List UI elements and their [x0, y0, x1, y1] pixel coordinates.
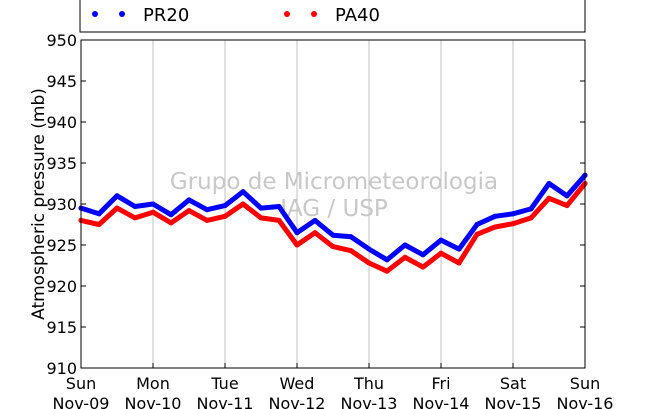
data-point [420, 252, 426, 258]
data-point [510, 221, 516, 227]
data-point [186, 197, 192, 203]
data-point [456, 260, 462, 266]
data-point [294, 230, 300, 236]
data-point [96, 222, 102, 227]
y-tick-label: 925 [46, 236, 77, 255]
data-point [330, 232, 336, 238]
x-tick-date: Nov-11 [197, 394, 254, 409]
legend-marker-pa40-a [284, 11, 290, 17]
legend-entry-pr20: PR20 [92, 5, 189, 26]
x-tick-day: Sat [500, 374, 526, 393]
y-tick-label: 930 [46, 195, 77, 214]
data-point [240, 189, 246, 195]
data-point [276, 217, 282, 223]
y-tick-label: 920 [46, 277, 77, 296]
data-point [384, 257, 390, 263]
data-point [348, 234, 354, 240]
y-tick-label: 945 [46, 72, 77, 91]
data-point [564, 203, 570, 209]
data-point [222, 213, 228, 219]
data-point [330, 244, 336, 250]
data-point [204, 207, 210, 213]
data-point [420, 264, 426, 270]
legend-marker-pa40-b [311, 11, 317, 17]
data-point [150, 209, 156, 215]
legend-label-pr20: PR20 [143, 5, 189, 26]
data-point [402, 254, 408, 260]
legend-label-pa40: PA40 [335, 5, 380, 26]
data-point [384, 268, 390, 274]
data-point [564, 193, 570, 199]
data-point [438, 250, 444, 256]
data-point [204, 217, 210, 223]
x-tick-day: Thu [353, 374, 384, 393]
x-tick-day: Sun [570, 374, 600, 393]
data-point [492, 213, 498, 219]
watermark-line-1: Grupo de Micrometeorologia [170, 169, 498, 195]
data-point [222, 203, 228, 209]
data-point [366, 246, 372, 252]
legend-marker-pr20-b [119, 11, 125, 17]
data-point [312, 230, 318, 236]
y-tick-label: 910 [46, 359, 77, 378]
data-point [150, 201, 156, 207]
y-tick-label: 950 [46, 31, 77, 50]
y-tick-label: 915 [46, 318, 77, 337]
data-point [294, 242, 300, 248]
y-tick-label: 940 [46, 113, 77, 132]
data-point [546, 181, 552, 186]
watermark: Grupo de Micrometeorologia IAG / USP [170, 169, 498, 222]
data-point [474, 231, 480, 237]
data-point [456, 246, 462, 252]
x-tick-date: Nov-15 [485, 394, 542, 409]
data-point [312, 217, 318, 223]
data-point [114, 205, 120, 211]
data-point [114, 193, 120, 199]
x-tick-day: Mon [136, 374, 170, 393]
data-point [492, 224, 498, 230]
y-axis: 910 915 920 925 930 935 940 945 950 [46, 31, 585, 378]
series-layer [78, 172, 588, 274]
data-point [258, 215, 264, 221]
x-tick-date: Nov-10 [125, 394, 182, 409]
x-tick-day: Sun [66, 374, 96, 393]
data-point [240, 201, 246, 207]
data-point [276, 204, 282, 209]
x-tick-date: Nov-16 [557, 394, 614, 409]
data-point [366, 260, 372, 266]
data-point [186, 208, 192, 214]
data-point [510, 211, 516, 217]
data-point [168, 212, 174, 218]
x-tick-day: Wed [280, 374, 315, 393]
data-point [402, 242, 408, 248]
data-point [474, 222, 480, 227]
x-tick-day: Fri [431, 374, 450, 393]
data-point [546, 195, 552, 201]
x-tick-date: Nov-13 [341, 394, 398, 409]
y-axis-label: Atmospheric pressure (mb) [29, 88, 49, 320]
x-tick-date: Nov-09 [53, 394, 110, 409]
legend-marker-pr20-a [92, 11, 98, 17]
x-tick-day: Tue [210, 374, 238, 393]
legend-entry-pa40: PA40 [284, 5, 380, 26]
x-tick-date: Nov-12 [269, 394, 326, 409]
series-pr20 [78, 172, 588, 263]
data-point [96, 211, 102, 217]
data-point [132, 204, 138, 209]
legend-box [79, 0, 586, 33]
x-axis: SunNov-09MonNov-10TueNov-11WedNov-12ThuN… [53, 363, 614, 409]
data-point [348, 248, 354, 254]
data-point [438, 237, 444, 243]
series-pa40 [78, 181, 588, 274]
data-point [132, 215, 138, 221]
data-point [528, 215, 534, 221]
data-point [258, 205, 264, 211]
watermark-line-2: IAG / USP [280, 196, 388, 222]
data-point [168, 220, 174, 226]
data-point [528, 206, 534, 212]
y-tick-label: 935 [46, 154, 77, 173]
x-tick-date: Nov-14 [413, 394, 470, 409]
